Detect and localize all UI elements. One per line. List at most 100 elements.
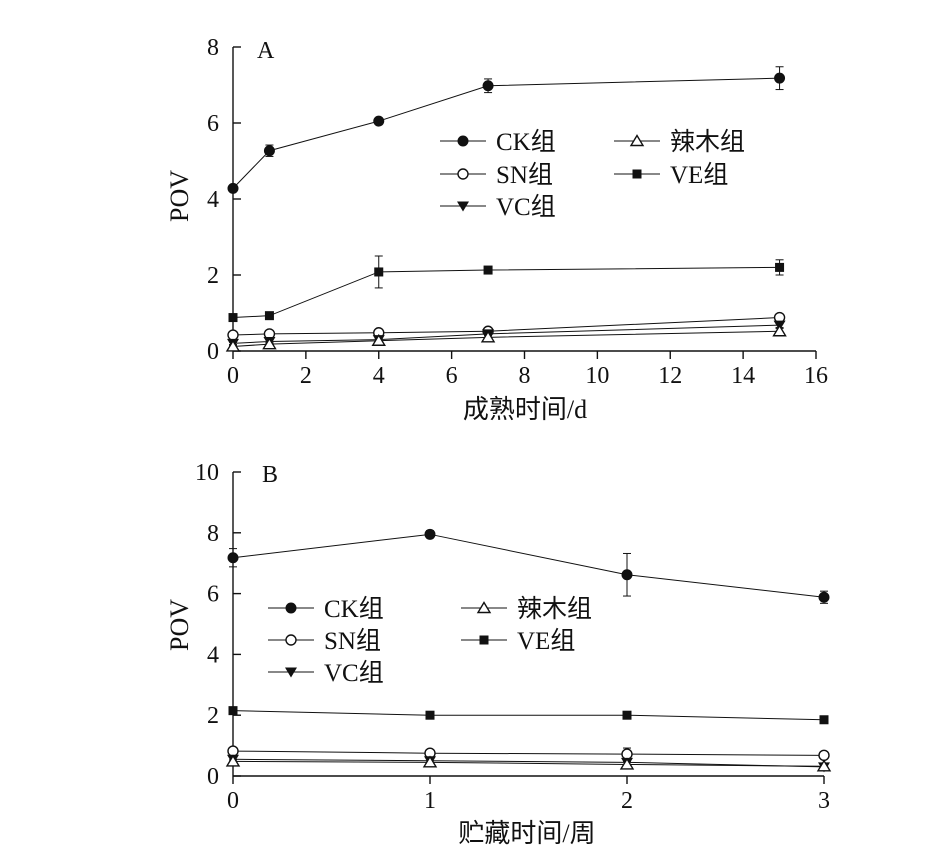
panel-a-data-point (225, 339, 241, 352)
panel-b-series-1 (227, 745, 830, 762)
panel-a-data-point (483, 265, 493, 275)
panel-a-x-tick-label: 2 (300, 363, 312, 389)
panel-b-data-point (425, 710, 435, 720)
panel-b-y-tick-label: 2 (207, 703, 219, 729)
panel-a-letter: A (257, 38, 275, 64)
panel-b-data-point (622, 710, 632, 720)
panel-b-data-point (227, 552, 239, 564)
panel-b-y-tick-label: 8 (207, 521, 219, 547)
panel-b-legend-marker (285, 634, 297, 646)
panel-b-legend-marker (479, 635, 489, 645)
panel-a-legend-marker (632, 169, 642, 179)
panel-b-legend-marker (285, 602, 297, 614)
panel-b-x-tick-label: 0 (227, 788, 239, 814)
panel-a-legend-item: VE组 (614, 161, 728, 189)
panel-a-legend-label: VC组 (496, 193, 556, 221)
panel-b-legend-marker (476, 601, 492, 614)
panel-b-ylabel: POV (165, 599, 194, 651)
panel-b-data-point (818, 591, 830, 603)
panel-b-data-point (819, 715, 829, 725)
panel-a-legend: CK组 SN组 VC组 辣木组 VE组 (440, 128, 745, 221)
panel-a-ylabel: POV (165, 170, 194, 222)
panel-a-series-0 (227, 66, 786, 194)
panel-a-series-4 (228, 255, 785, 323)
panel-a-x-tick-label: 16 (804, 363, 828, 389)
panel-a-y-tick-label: 0 (207, 339, 219, 365)
panel-a-data-point (264, 311, 274, 321)
panel-b-x-tick-label: 1 (424, 788, 436, 814)
panel-a-x-tick-label: 0 (227, 363, 239, 389)
panel-a-x-tick-label: 10 (585, 363, 609, 389)
panel-a-series-2 (227, 320, 786, 349)
panel-a-series-line (232, 266, 780, 319)
panel-b-legend-label: VE组 (517, 627, 575, 655)
panel-b-legend-item: SN组 (268, 627, 381, 655)
panel-b-series-line (232, 533, 825, 598)
panel-a-data-point (482, 80, 494, 92)
panel-a-data-point (227, 329, 239, 341)
panel-a-data-point (480, 330, 496, 343)
panel-b-data-point (619, 757, 635, 770)
panel-b-xlabel: 贮藏时间/周 (458, 819, 595, 848)
panel-a-data-point (774, 72, 786, 84)
panel-a-legend-marker (629, 134, 645, 147)
panel-a-legend-label: VE组 (670, 161, 728, 189)
panel-b-legend-item: 辣木组 (461, 595, 592, 623)
panel-b-data-point (621, 569, 633, 581)
panel-a-legend-marker (457, 201, 469, 212)
panel-b-legend-label: VC组 (324, 659, 384, 687)
panel-b-data-point (422, 755, 438, 768)
panel-a-series-line (232, 317, 780, 336)
panel-b-legend: CK组 SN组 VC组 辣木组 VE组 (268, 595, 592, 687)
panel-a-legend-item: 辣木组 (614, 128, 745, 156)
panel-b-legend-marker (285, 667, 297, 678)
panel-b-legend-label: 辣木组 (517, 595, 592, 623)
panel-b-series-3 (225, 754, 832, 772)
panel-a-data-point (227, 182, 239, 194)
panel-b-x-tick-label: 2 (621, 788, 633, 814)
panel-b-legend-label: SN组 (324, 627, 381, 655)
panel-a-legend-label: 辣木组 (670, 128, 745, 156)
panel-b-series-4 (228, 706, 829, 725)
panel-a-chart: A POV 成熟时间/d 0 2 4 6 8 0 2 4 6 8 10 12 14 16 CK组 SN组 VC组… (165, 35, 828, 424)
panel-b-data-point (228, 706, 238, 716)
panel-b-y-tick-label: 10 (195, 460, 219, 486)
panel-a-data-point (263, 145, 275, 157)
panel-a-y-tick-label: 2 (207, 263, 219, 289)
panel-b-data-point (816, 759, 832, 772)
panel-a-data-point (374, 267, 384, 277)
panel-a-y-tick-label: 4 (207, 187, 219, 213)
panel-b-x-tick-label: 3 (818, 788, 830, 814)
panel-a-x-tick-label: 8 (519, 363, 531, 389)
panel-a-x-tick-label: 14 (731, 363, 755, 389)
panel-a-legend-item: VC组 (440, 193, 556, 221)
panel-a-legend-item: CK组 (440, 128, 556, 156)
panel-b-y-tick-label: 4 (207, 642, 219, 668)
panel-a-x-tick-label: 6 (446, 363, 458, 389)
panel-a-x-tick-label: 12 (658, 363, 682, 389)
panel-a-legend-marker (457, 168, 469, 180)
panel-a-legend-marker (457, 135, 469, 147)
panel-b-data-point (818, 749, 830, 762)
panel-a-xlabel: 成熟时间/d (463, 395, 587, 424)
panel-a-x-tick-label: 4 (373, 363, 385, 389)
panel-b-series-line (232, 750, 825, 756)
panel-a-legend-label: SN组 (496, 161, 553, 189)
panel-a-series-3 (225, 324, 787, 352)
panel-b-y-tick-label: 0 (207, 764, 219, 790)
panel-a-data-point (228, 313, 238, 323)
panel-b-data-point (225, 754, 241, 767)
panel-b-legend-item: CK组 (268, 595, 384, 623)
panel-b-series-0 (227, 528, 830, 604)
panel-b-y-tick-label: 6 (207, 582, 219, 608)
panel-b-data-point (424, 528, 436, 540)
panel-b-chart: B POV 贮藏时间/周 0 2 4 6 8 10 0 1 2 3 CK组 SN组 VC组 辣木组 VE组 (165, 460, 832, 848)
panel-a-data-point (371, 333, 386, 346)
panel-a-y-tick-label: 8 (207, 35, 219, 61)
panel-b-series-line (232, 760, 825, 767)
panel-a-data-point (775, 262, 785, 272)
panel-a-series-line (232, 324, 780, 344)
panel-a-legend-label: CK组 (496, 128, 556, 156)
panel-a-data-point (373, 115, 385, 127)
